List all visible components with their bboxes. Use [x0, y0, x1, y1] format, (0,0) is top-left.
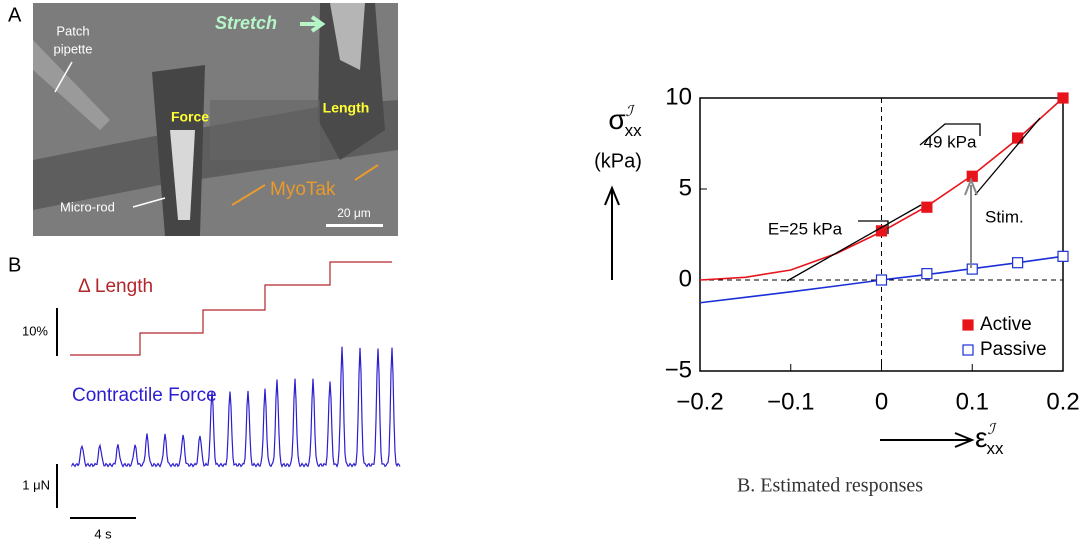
- pointer: [231, 164, 379, 206]
- scale-label: 20 μm: [337, 206, 371, 220]
- x-tick-label: 0: [875, 388, 888, 415]
- scale-label: 4 s: [94, 526, 112, 541]
- axis-arrow: [880, 432, 975, 448]
- panel-label: B: [8, 254, 21, 276]
- marker: [1057, 250, 1069, 262]
- trace-label: Contractile Force: [72, 385, 217, 406]
- marker: [1057, 92, 1069, 104]
- marker: [1012, 257, 1024, 269]
- scale-label: 10%: [22, 323, 48, 338]
- legend-label: Active: [980, 314, 1032, 335]
- axis-arrow: [604, 185, 620, 280]
- annotation: 49 kPa: [924, 132, 977, 151]
- caption: B. Estimated responses: [737, 475, 923, 497]
- stretch-arrow: [300, 15, 326, 33]
- y-axis-label: σℐ xx: [608, 103, 642, 141]
- pipette-label: pipette: [53, 41, 92, 56]
- marker: [966, 170, 978, 182]
- myotak-label: MyoTak: [270, 179, 336, 200]
- pointer: [132, 197, 166, 208]
- y-tick-label: −5: [665, 356, 692, 383]
- force-label: Force: [171, 109, 209, 125]
- x-tick-label: 0.1: [956, 388, 989, 415]
- x-tick-label: −0.1: [767, 388, 814, 415]
- y-tick-label: 5: [679, 174, 692, 201]
- y-tick-label: 10: [665, 83, 692, 110]
- pipette-label: Patch: [56, 23, 89, 38]
- x-axis-label: εℐ xx: [975, 421, 1004, 459]
- force-trace: [71, 346, 401, 469]
- pointer: [54, 61, 73, 93]
- chart: −0.2 −0.1 0 0.1 0.2 −5 0 5 10 Active Passive: [665, 83, 1080, 415]
- micro-rod-label: Micro-rod: [60, 199, 115, 214]
- tangent-lines: [786, 117, 1041, 282]
- annotation: E=25 kPa: [768, 219, 843, 238]
- legend-marker: [962, 344, 974, 356]
- legend-marker: [962, 319, 974, 331]
- marker: [875, 274, 888, 286]
- trace-label: Δ Length: [78, 276, 153, 297]
- stretch-label: Stretch: [215, 13, 277, 33]
- x-tick-label: 0.2: [1046, 388, 1079, 415]
- y-tick-label: 0: [679, 265, 692, 292]
- scale-bar: [326, 224, 383, 227]
- length-label: Length: [323, 100, 370, 116]
- panel-label: A: [8, 4, 22, 26]
- marker: [966, 263, 978, 275]
- micrograph: [33, 3, 398, 236]
- stim-arrow: [964, 177, 978, 268]
- x-tick-label: −0.2: [676, 388, 723, 415]
- y-axis-unit: (kPa): [594, 150, 642, 172]
- legend-label: Passive: [980, 339, 1047, 360]
- marker: [1012, 132, 1024, 144]
- scale-label: 1 μN: [22, 477, 50, 492]
- annotation: Stim.: [985, 207, 1024, 226]
- marker: [921, 268, 933, 280]
- marker: [921, 201, 933, 213]
- length-trace: [70, 261, 392, 356]
